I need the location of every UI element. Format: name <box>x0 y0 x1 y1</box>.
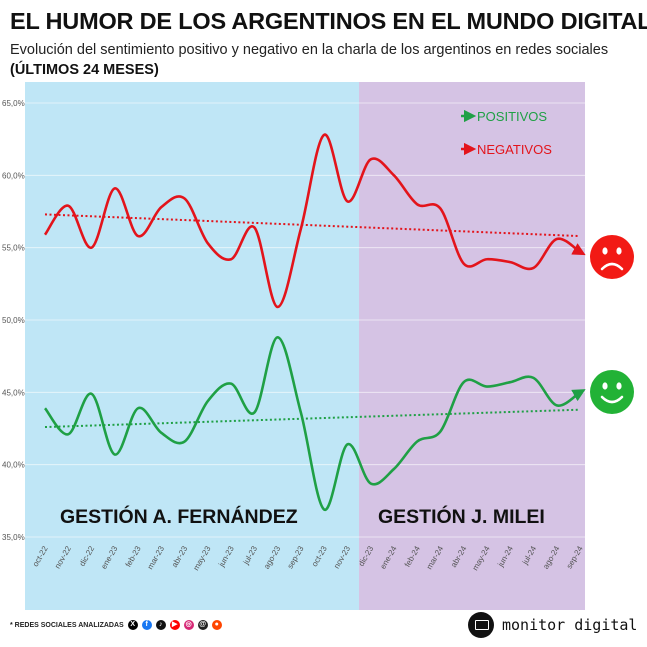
trend-line-positive <box>44 408 581 429</box>
milei-period-background <box>359 82 585 610</box>
series-line-positive <box>43 336 586 511</box>
y-tick-label: 45,0% <box>2 388 25 397</box>
brand-logo: monitor digital <box>468 612 637 638</box>
face-eye <box>616 382 622 390</box>
chart-title: EL HUMOR DE LOS ARGENTINOS EN EL MUNDO D… <box>10 8 647 34</box>
threads-icon: @ <box>197 620 208 630</box>
brand-name: monitor digital <box>502 616 638 634</box>
happy-face-icon <box>590 370 634 414</box>
tiktok-icon: ♪ <box>155 620 166 630</box>
face-circle <box>590 235 634 279</box>
face-mouth <box>600 395 624 404</box>
fernandez-period-background <box>25 82 360 610</box>
legend-negative-label: NEGATIVOS <box>477 142 552 157</box>
x-icon: X <box>127 620 138 630</box>
y-tick-label: 65,0% <box>2 99 25 108</box>
reddit-icon: ● <box>211 620 222 630</box>
face-eye <box>602 382 608 390</box>
monitor-icon <box>468 612 494 638</box>
legend-positive-label: POSITIVOS <box>477 109 547 124</box>
youtube-icon: ▶ <box>169 620 180 630</box>
y-tick-label: 35,0% <box>2 533 25 542</box>
y-tick-label: 50,0% <box>2 316 25 325</box>
face-eye <box>602 247 608 255</box>
period-label-milei: GESTIÓN J. MILEI <box>378 504 545 528</box>
face-mouth <box>600 262 624 271</box>
trend-line-negative <box>44 213 581 238</box>
networks-label: * REDES SOCIALES ANALIZADAS <box>10 621 124 629</box>
period-label-fernandez: GESTIÓN A. FERNÁNDEZ <box>60 504 298 528</box>
chart-subtitle: Evolución del sentimiento positivo y neg… <box>10 42 609 58</box>
instagram-icon: ◎ <box>183 620 194 630</box>
face-eye <box>616 247 622 255</box>
y-tick-label: 60,0% <box>2 171 25 180</box>
chart-period: (ÚLTIMOS 24 MESES) <box>10 62 159 78</box>
sad-face-icon <box>590 235 634 279</box>
social-networks-footer: * REDES SOCIALES ANALIZADAS X f ♪ ▶ ◎ @ … <box>10 620 222 630</box>
y-tick-label: 40,0% <box>2 461 25 470</box>
facebook-icon: f <box>141 620 152 630</box>
y-tick-label: 55,0% <box>2 244 25 253</box>
series-line-negative <box>43 133 586 309</box>
face-circle <box>590 370 634 414</box>
